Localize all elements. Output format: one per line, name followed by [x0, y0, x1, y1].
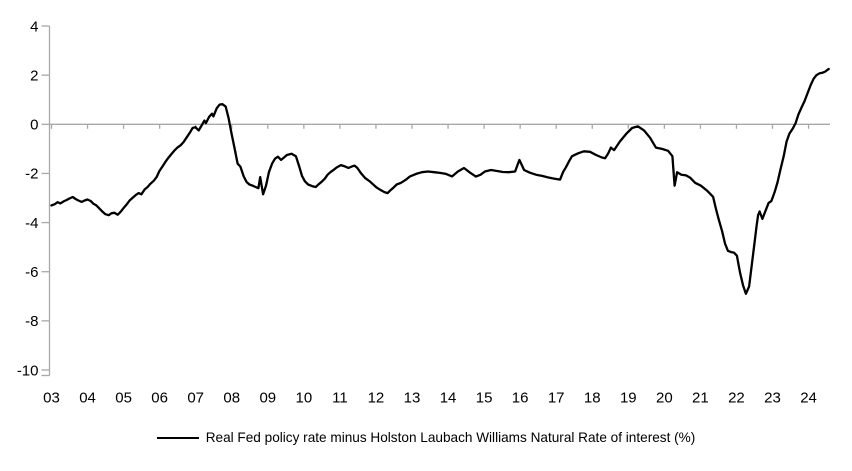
x-axis-tick-label: 18 — [584, 389, 601, 406]
x-axis-tick-label: 04 — [79, 389, 96, 406]
y-axis-tick-label: -4 — [25, 215, 38, 232]
x-axis-tick-label: 14 — [440, 389, 457, 406]
y-axis-tick-label: -8 — [25, 313, 38, 330]
x-axis-tick-label: 05 — [115, 389, 132, 406]
x-axis-tick-label: 20 — [656, 389, 673, 406]
x-axis-tick-label: 24 — [800, 389, 817, 406]
y-axis-tick-label: 2 — [30, 67, 38, 84]
x-axis-tick-label: 09 — [259, 389, 276, 406]
x-axis-tick-label: 12 — [368, 389, 385, 406]
x-axis-tick-label: 11 — [332, 389, 348, 406]
series-line — [50, 67, 830, 295]
x-axis-tick-label: 13 — [404, 389, 421, 406]
y-axis-tick-label: 0 — [30, 117, 38, 134]
x-axis-tick-label: 06 — [151, 389, 168, 406]
x-axis-tick-label: 16 — [512, 389, 529, 406]
x-axis-tick-label: 17 — [548, 389, 565, 406]
x-axis-tick-label: 08 — [223, 389, 240, 406]
x-axis-tick-label: 23 — [764, 389, 781, 406]
legend-series-label: Real Fed policy rate minus Holston Lauba… — [205, 430, 696, 445]
chart-legend: Real Fed policy rate minus Holston Lauba… — [0, 430, 852, 445]
y-axis-tick-label: 4 — [30, 18, 38, 35]
x-axis-tick-label: 03 — [43, 389, 60, 406]
x-axis-tick-label: 07 — [187, 389, 204, 406]
x-axis-tick-label: 22 — [728, 389, 745, 406]
y-axis-tick-label: -10 — [17, 362, 39, 379]
y-axis-tick-label: -2 — [25, 166, 38, 183]
x-axis-tick-label: 19 — [620, 389, 637, 406]
legend-line-icon — [156, 436, 199, 439]
x-axis-tick-label: 15 — [476, 389, 493, 406]
y-axis-tick-label: -6 — [25, 264, 38, 281]
x-axis-tick-label: 21 — [692, 389, 709, 406]
x-axis-tick-label: 10 — [296, 389, 313, 406]
